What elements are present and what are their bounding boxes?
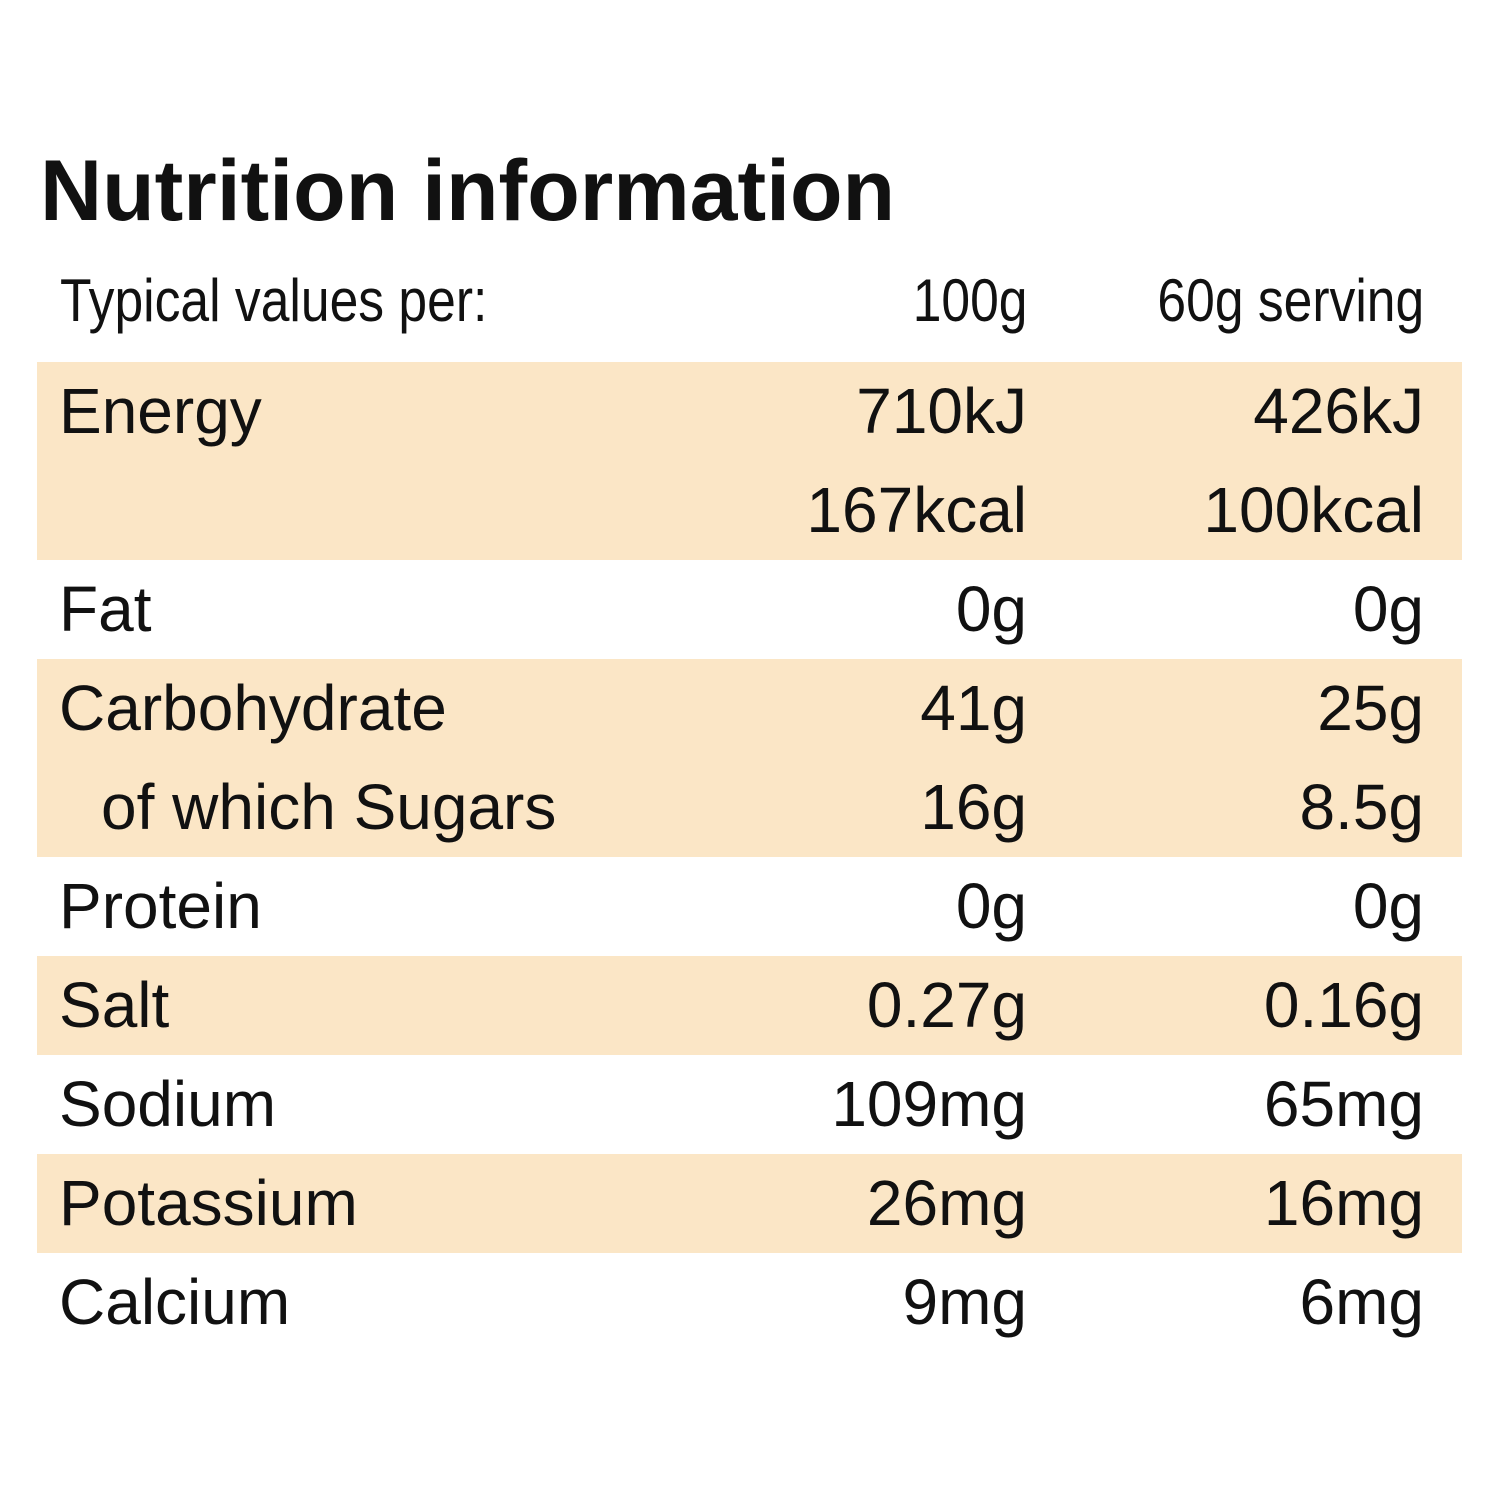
row-label: Potassium (59, 1167, 358, 1239)
value-per-serving: 0g (1352, 870, 1424, 942)
value-per-100g: 0.27g (866, 969, 1027, 1041)
table-row-protein: Protein 0g 0g (37, 857, 1462, 956)
row-label: Fat (59, 573, 152, 645)
value-per-serving: 65mg (1263, 1068, 1424, 1140)
table-row-salt: Salt 0.27g 0.16g (37, 956, 1462, 1055)
header-label: Typical values per: (60, 267, 488, 334)
table-row-fat: Fat 0g 0g (37, 560, 1462, 659)
value-per-100g: 167kcal (806, 474, 1027, 546)
table-row-potassium: Potassium 26mg 16mg (37, 1154, 1462, 1253)
value-per-serving: 6mg (1299, 1266, 1425, 1338)
row-label: Energy (59, 375, 262, 447)
page-title: Nutrition information (40, 143, 896, 239)
value-per-serving: 8.5g (1299, 771, 1424, 843)
header-col-serving: 60g serving (1157, 267, 1424, 334)
value-per-serving: 0.16g (1263, 969, 1424, 1041)
table-row-calcium: Calcium 9mg 6mg (37, 1253, 1462, 1352)
value-per-serving: 100kcal (1203, 474, 1424, 546)
row-label: Protein (59, 870, 262, 942)
table-row-energy: Energy 710kJ 426kJ 167kcal 100kcal (37, 362, 1462, 560)
value-per-serving: 426kJ (1253, 375, 1424, 447)
nutrition-table: Energy 710kJ 426kJ 167kcal 100kcal Fat 0… (37, 362, 1462, 1352)
row-label: Sodium (59, 1068, 276, 1140)
row-label-sugars: of which Sugars (101, 771, 557, 843)
row-label: Carbohydrate (59, 672, 447, 744)
value-per-serving: 16mg (1263, 1167, 1424, 1239)
row-label: Salt (59, 969, 170, 1041)
value-per-100g: 0g (955, 573, 1027, 645)
value-per-100g: 710kJ (856, 375, 1027, 447)
value-per-serving: 25g (1317, 672, 1424, 744)
column-header-row: Typical values per: 100g 60g serving (37, 266, 1462, 336)
row-label: Calcium (59, 1266, 291, 1338)
header-col-100g: 100g (912, 267, 1027, 334)
value-per-100g: 0g (955, 870, 1027, 942)
value-per-100g: 16g (920, 771, 1027, 843)
value-per-100g: 26mg (866, 1167, 1027, 1239)
value-per-serving: 0g (1352, 573, 1424, 645)
value-per-100g: 109mg (831, 1068, 1027, 1140)
value-per-100g: 9mg (902, 1266, 1028, 1338)
table-row-carbohydrate: Carbohydrate 41g 25g of which Sugars 16g… (37, 659, 1462, 857)
table-row-sodium: Sodium 109mg 65mg (37, 1055, 1462, 1154)
value-per-100g: 41g (920, 672, 1027, 744)
